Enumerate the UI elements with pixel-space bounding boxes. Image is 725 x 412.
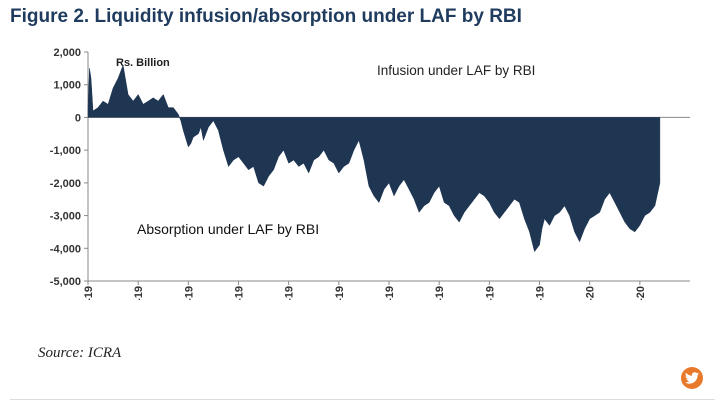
annotation-group: Rs. Billion Infusion under LAF by RBI Abso… (116, 57, 535, 237)
twitter-icon[interactable] (681, 367, 703, 389)
y-tick-label: 2,000 (53, 47, 81, 59)
y-tick-label: 0 (75, 112, 81, 124)
x-tick-label: Dec-19 (535, 286, 547, 300)
liquidity-area-chart: 2,000 1,000 0 -1,000 -2,000 -3,000 -4,000 -5,00… (50, 47, 690, 300)
unit-label: Rs. Billion (116, 57, 170, 69)
x-tick-label: Feb-20 (635, 286, 647, 300)
x-tick-label: Jun-19 (234, 286, 246, 300)
y-tick-label: -4,000 (50, 243, 81, 255)
infusion-annotation: Infusion under LAF by RBI (377, 63, 535, 78)
figure-title: Figure 2. Liquidity infusion/absorption … (10, 6, 522, 27)
x-tick-label: Nov-19 (484, 286, 496, 300)
x-tick-label: Mar-19 (83, 286, 95, 300)
x-tick-label: Aug-19 (334, 286, 346, 300)
x-tick-label: Jul-19 (284, 286, 296, 300)
y-tick-label: -5,000 (50, 276, 81, 288)
x-tick-label: Oct-19 (434, 286, 446, 300)
absorption-annotation: Absorption under LAF by RBI (137, 221, 319, 237)
y-tick-label: 1,000 (53, 80, 81, 92)
x-tick-label: May-19 (183, 286, 195, 300)
bottom-divider (10, 399, 715, 400)
y-tick-label: -2,000 (50, 178, 81, 190)
y-tick-label: -3,000 (50, 211, 81, 223)
liquidity-area (87, 64, 661, 253)
x-tick-label: Sep-19 (384, 286, 396, 300)
series-group (87, 64, 661, 253)
source-note: Source: ICRA (38, 345, 122, 361)
y-tick-label: -1,000 (50, 145, 81, 157)
x-tick-label: Jan-20 (585, 286, 597, 300)
y-axis: 2,000 1,000 0 -1,000 -2,000 -3,000 -4,000 -5,00… (50, 47, 89, 288)
x-tick-label: Apr-19 (133, 286, 145, 300)
